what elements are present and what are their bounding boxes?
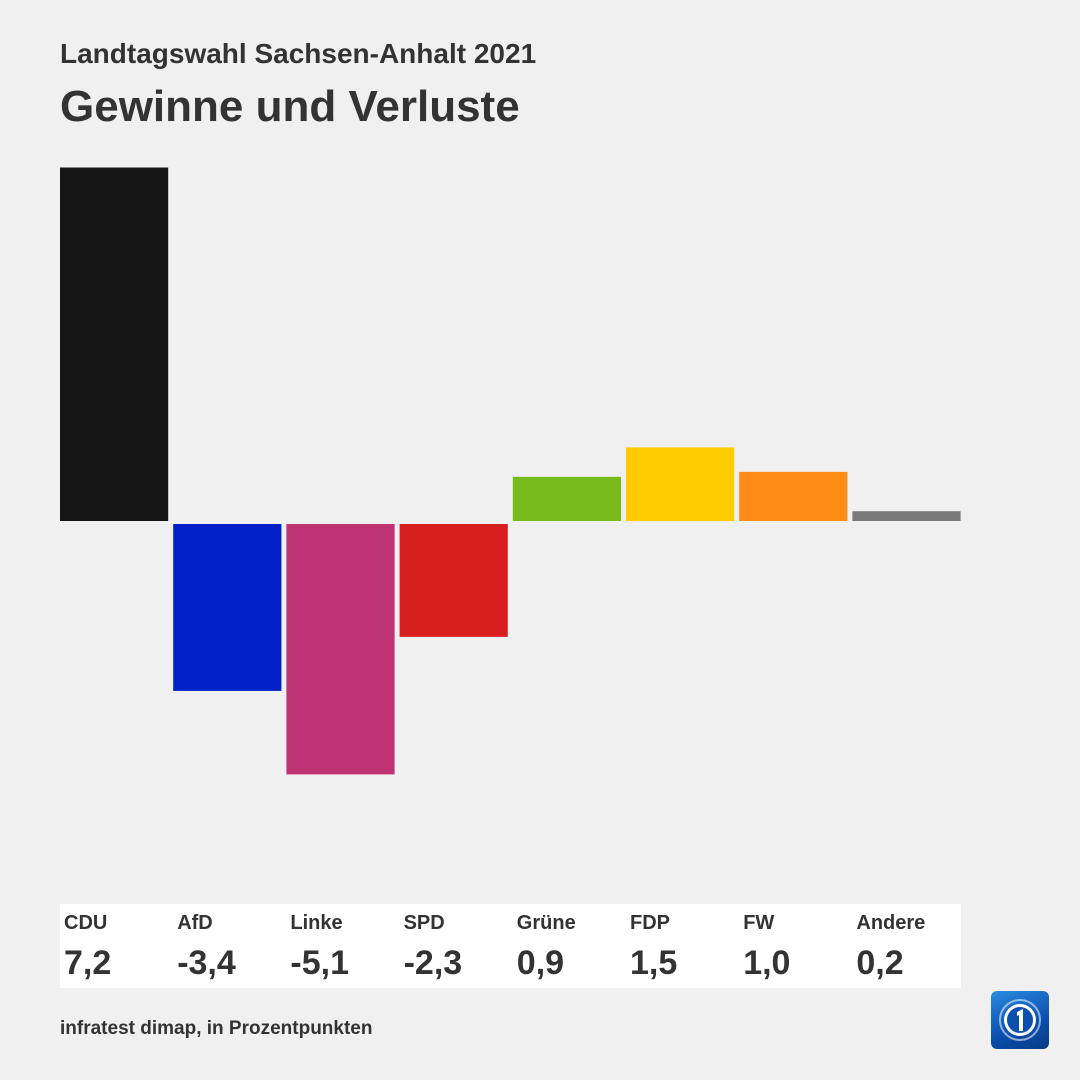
value-label: 0,2	[856, 944, 904, 982]
value-label: 1,5	[630, 944, 678, 982]
chart-subtitle: Landtagswahl Sachsen-Anhalt 2021	[60, 38, 537, 69]
bar-chart	[60, 167, 961, 775]
chart-title: Gewinne und Verluste	[60, 82, 520, 131]
value-label: 1,0	[743, 944, 791, 982]
party-label: CDU	[64, 912, 108, 934]
value-cell-grüne: Grüne 0,9	[513, 904, 626, 988]
value-label: 7,2	[64, 944, 112, 982]
value-cell-cdu: CDU 7,2	[60, 904, 173, 988]
value-table: CDU 7,2 AfD -3,4 Linke -5,1 SPD -2,3 Grüne 0,9 FDP…	[60, 904, 961, 988]
bar-linke	[286, 524, 395, 775]
bar-grüne	[512, 476, 621, 521]
value-cell-fdp: FDP 1,5	[626, 904, 739, 988]
value-label: -5,1	[290, 944, 349, 982]
bar-afd	[173, 524, 282, 691]
value-label: -2,3	[403, 944, 463, 982]
bar-fw	[739, 471, 848, 521]
party-label: Andere	[856, 912, 926, 934]
value-label: -3,4	[177, 944, 236, 982]
party-label: Linke	[290, 912, 343, 934]
value-cell-spd: SPD -2,3	[400, 904, 513, 988]
bar-cdu	[60, 167, 169, 521]
value-cell-linke: Linke -5,1	[286, 904, 399, 988]
value-cell-afd: AfD -3,4	[173, 904, 286, 988]
ard-logo-icon	[991, 991, 1049, 1049]
party-label: FDP	[630, 912, 670, 934]
bar-spd	[399, 524, 508, 637]
party-label: SPD	[403, 912, 445, 934]
value-cell-andere: Andere 0,2	[852, 904, 965, 988]
bar-andere	[852, 511, 961, 521]
value-cell-fw: FW 1,0	[739, 904, 852, 988]
party-label: FW	[743, 912, 775, 934]
source-note: infratest dimap, in Prozentpunkten	[60, 1018, 373, 1039]
bar-fdp	[626, 447, 735, 522]
party-label: Grüne	[516, 912, 576, 934]
value-label: 0,9	[516, 944, 565, 982]
party-label: AfD	[177, 912, 213, 934]
